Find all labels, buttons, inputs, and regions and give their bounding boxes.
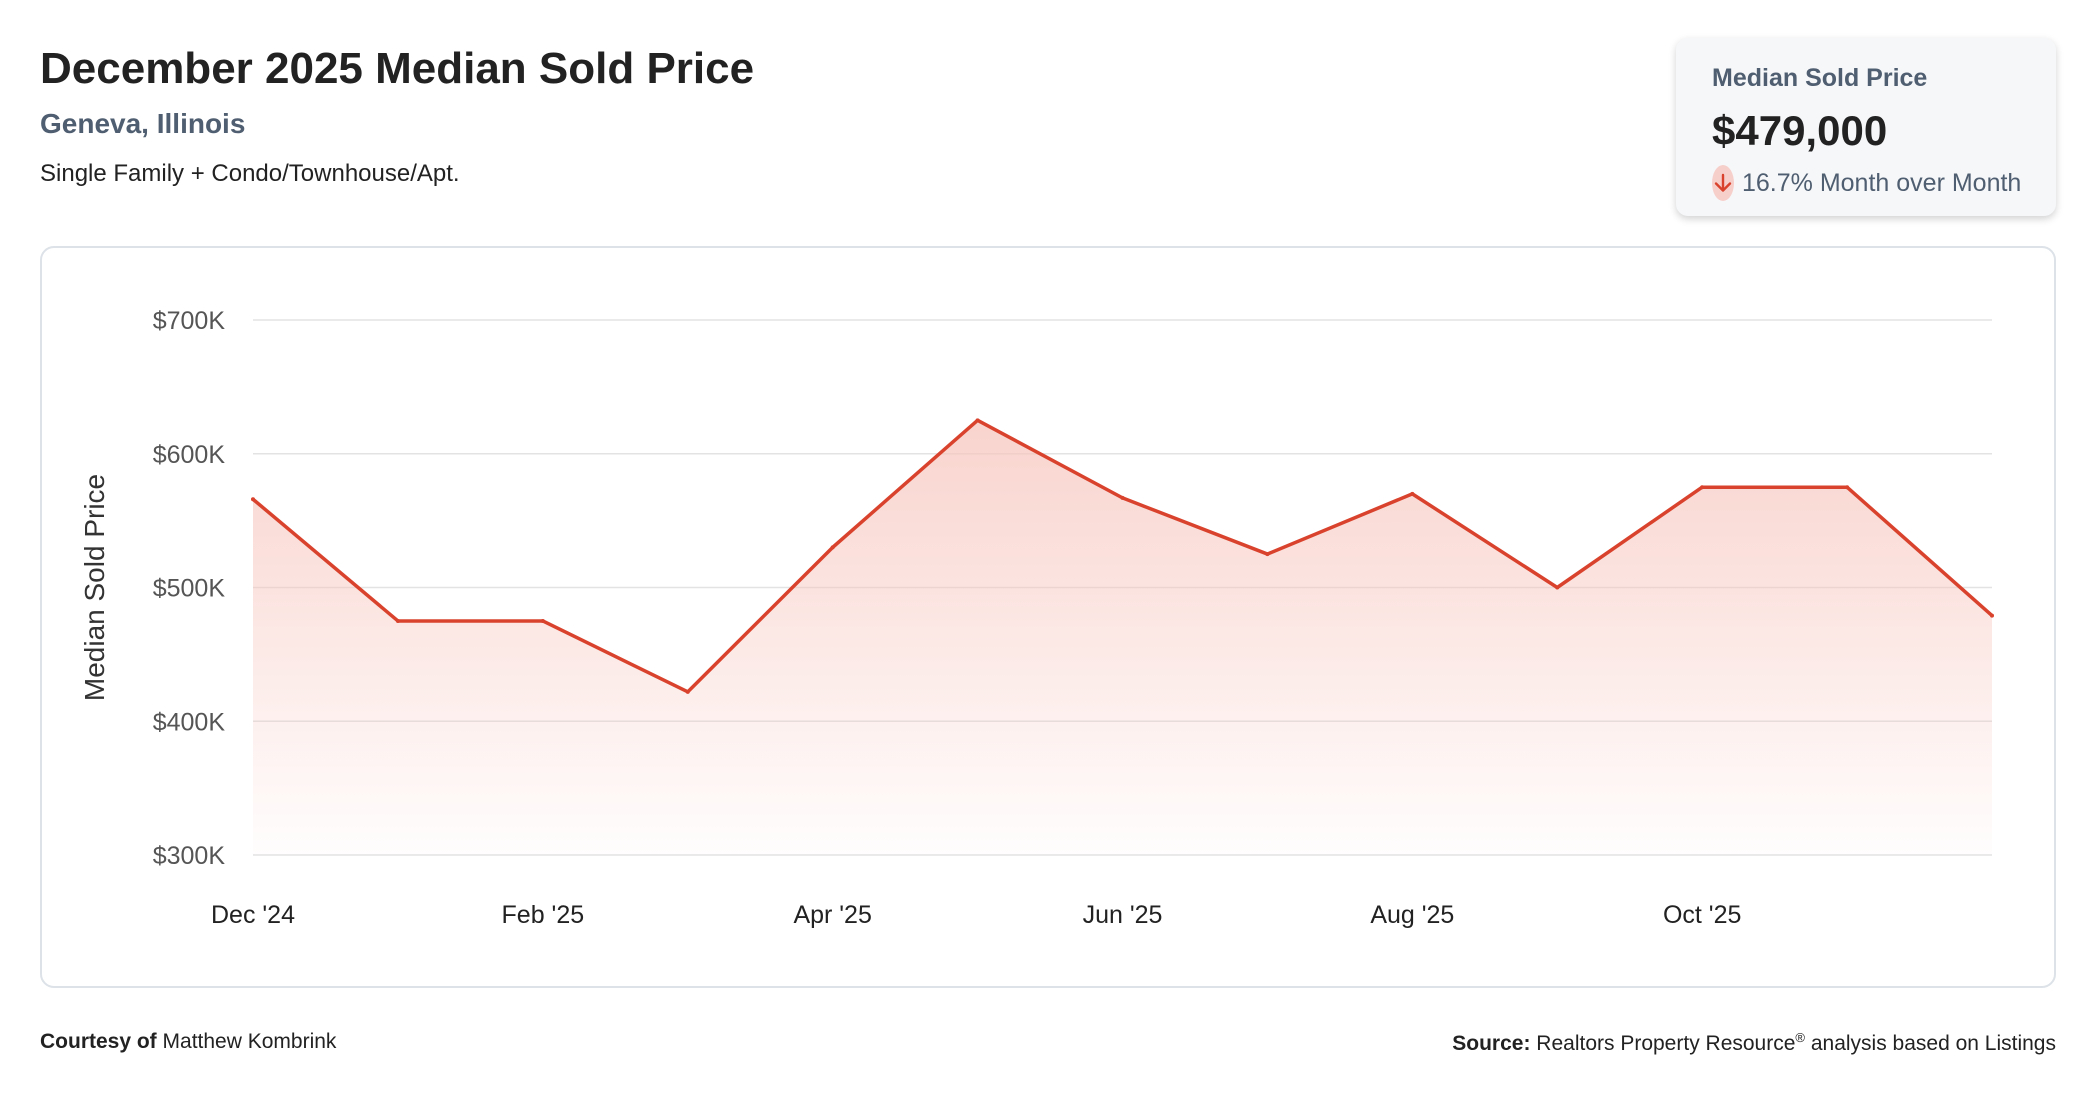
area-fill (253, 420, 1992, 855)
data-point (395, 618, 400, 623)
property-types-text: Single Family + Condo/Townhouse/Apt. (40, 160, 460, 187)
data-point (685, 689, 690, 694)
stat-change-text: 16.7% Month over Month (1742, 168, 2022, 197)
y-axis-title: Median Sold Price (79, 474, 110, 701)
data-point (251, 497, 255, 502)
x-tick-label: Aug '25 (1370, 901, 1454, 929)
courtesy-label: Courtesy of (40, 1030, 157, 1053)
line-chart: $300K $400K $500K $600K $700K Dec '24 Feb '25 A… (79, 307, 1994, 929)
stat-change: 16.7% Month over Month (1712, 165, 2022, 201)
y-tick-label: $600K (153, 441, 226, 469)
source-credit: Source: Realtors Property Resource® anal… (1452, 1030, 2056, 1056)
data-point (1410, 491, 1415, 496)
data-point (1700, 485, 1705, 490)
data-point (1265, 552, 1270, 557)
page-title: December 2025 Median Sold Price (40, 44, 755, 93)
data-point (540, 618, 545, 623)
stat-card: Median Sold Price $479,000 16.7% Month o… (1676, 38, 2056, 216)
courtesy-credit: Courtesy of Matthew Kombrink (40, 1030, 336, 1054)
data-point (1555, 585, 1560, 590)
x-tick-label: Apr '25 (793, 901, 871, 929)
x-tick-label: Jun '25 (1083, 901, 1163, 929)
y-tick-label: $400K (153, 708, 226, 736)
courtesy-name: Matthew Kombrink (162, 1030, 337, 1053)
data-point (830, 545, 835, 550)
x-tick-label: Feb '25 (502, 901, 585, 929)
arrow-down-icon (1712, 165, 1734, 201)
source-text-a: Realtors Property Resource (1536, 1032, 1796, 1055)
stat-value: $479,000 (1712, 107, 1888, 154)
y-tick-label: $700K (153, 307, 226, 335)
data-point (1120, 495, 1125, 500)
data-point (1845, 485, 1850, 490)
stat-label: Median Sold Price (1712, 64, 1928, 92)
source-text-b: analysis based on Listings (1805, 1032, 2056, 1055)
x-tick-label: Oct '25 (1663, 901, 1741, 929)
source-label: Source: (1452, 1032, 1531, 1055)
data-point (975, 418, 980, 423)
y-tick-label: $500K (153, 575, 226, 603)
location-subtitle: Geneva, Illinois (40, 108, 246, 139)
chart-frame: $300K $400K $500K $600K $700K Dec '24 Feb '25 A… (40, 246, 2056, 988)
registered-mark: ® (1795, 1030, 1805, 1045)
y-tick-label: $300K (153, 842, 226, 870)
x-tick-label: Dec '24 (211, 901, 295, 929)
data-point (1990, 613, 1994, 618)
